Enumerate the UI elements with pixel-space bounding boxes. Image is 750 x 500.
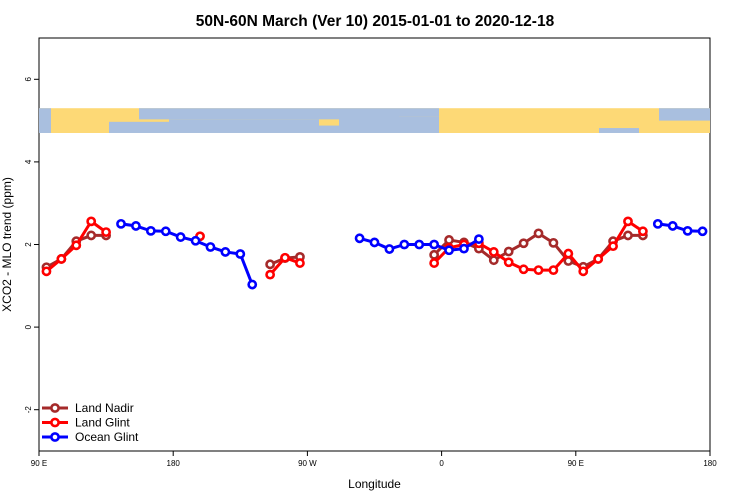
- series-ocean-glint: [116, 218, 708, 290]
- y-axis-label: XCO2 - MLO trend (ppm): [0, 177, 14, 312]
- data-point: [205, 242, 216, 252]
- data-point: [488, 255, 499, 266]
- series-land-glint: [41, 216, 648, 280]
- data-point: [235, 249, 246, 259]
- data-point: [56, 254, 67, 264]
- data-point: [593, 254, 604, 264]
- legend-label: Land Glint: [75, 416, 130, 430]
- data-point: [638, 226, 648, 237]
- map-ocean-region: [599, 128, 639, 133]
- legend-label: Land Nadir: [75, 401, 134, 415]
- data-point: [548, 237, 559, 248]
- data-point: [265, 259, 276, 270]
- data-point: [623, 230, 633, 241]
- y-tick-label: 4: [24, 159, 33, 164]
- map-ocean-region: [659, 108, 710, 121]
- data-point: [503, 246, 514, 257]
- data-point: [41, 266, 52, 277]
- data-point: [563, 248, 574, 259]
- legend-item: Land Glint: [42, 416, 130, 430]
- data-point: [429, 249, 440, 260]
- y-tick-label: 2: [24, 242, 33, 247]
- data-point: [295, 258, 305, 268]
- data-point: [488, 247, 499, 257]
- legend-marker: [50, 432, 60, 442]
- map-ocean-region: [319, 125, 339, 133]
- data-point: [131, 221, 141, 231]
- x-tick-label: 0: [439, 459, 444, 468]
- map-ocean-region: [109, 121, 169, 133]
- map-ocean-region: [39, 108, 51, 133]
- data-point: [444, 235, 454, 245]
- x-axis: 90 E 180 90 W 0 90 E 180: [31, 451, 717, 468]
- data-point: [533, 265, 544, 276]
- data-point: [697, 226, 708, 237]
- data-point: [414, 239, 425, 250]
- x-tick-label: 180: [167, 459, 181, 468]
- data-point: [175, 232, 186, 242]
- data-point: [86, 230, 97, 241]
- data-point: [247, 279, 258, 290]
- legend-label: Ocean Glint: [75, 430, 139, 444]
- data-point: [384, 244, 395, 254]
- y-axis: -2 0 2 4 6: [24, 77, 39, 414]
- map-ocean-region: [139, 108, 399, 120]
- data-point: [354, 233, 365, 244]
- data-point: [265, 269, 276, 280]
- x-tick-label: 90 W: [298, 459, 317, 468]
- data-point: [652, 218, 663, 229]
- data-point: [578, 266, 589, 277]
- data-point: [444, 245, 454, 256]
- data-point: [518, 264, 529, 275]
- legend-item: Ocean Glint: [42, 430, 139, 444]
- map-ocean-region: [169, 119, 319, 133]
- series-line: [657, 222, 703, 233]
- series-land-nadir: [41, 228, 648, 273]
- data-point: [399, 239, 410, 250]
- x-tick-label: 180: [703, 459, 717, 468]
- data-point: [429, 258, 440, 268]
- data-point: [369, 237, 380, 248]
- legend-item: Land Nadir: [42, 401, 134, 415]
- data-point: [280, 252, 290, 263]
- y-tick-label: -2: [24, 406, 33, 414]
- data-point: [86, 216, 97, 227]
- data-point: [145, 225, 156, 236]
- x-axis-label: Longitude: [348, 477, 401, 491]
- data-point: [518, 238, 529, 249]
- data-point: [533, 228, 544, 239]
- data-point: [101, 227, 111, 238]
- legend-marker: [50, 403, 60, 413]
- y-tick-label: 0: [24, 324, 33, 329]
- data-point: [503, 257, 514, 268]
- data-point: [667, 221, 678, 231]
- chart-title: 50N-60N March (Ver 10) 2015-01-01 to 202…: [196, 13, 555, 30]
- data-point: [473, 234, 484, 245]
- data-point: [71, 240, 82, 251]
- series-line: [120, 222, 254, 286]
- y-tick-label: 6: [24, 77, 33, 82]
- data-point: [160, 226, 171, 237]
- data-point: [220, 247, 231, 257]
- data-point: [608, 241, 618, 252]
- data-point: [682, 225, 693, 236]
- x-tick-label: 90 E: [568, 459, 584, 468]
- data-point: [429, 239, 440, 250]
- data-point: [190, 235, 201, 246]
- map-ocean-region: [399, 108, 439, 117]
- data-point: [623, 216, 633, 227]
- legend-marker: [50, 417, 60, 428]
- x-tick-label: 90 E: [31, 459, 47, 468]
- map-ocean-region: [339, 116, 439, 133]
- series-layer: [41, 216, 708, 290]
- world-map-strip: [39, 108, 710, 133]
- data-point: [116, 218, 126, 229]
- data-point: [459, 243, 469, 254]
- data-point: [548, 265, 559, 276]
